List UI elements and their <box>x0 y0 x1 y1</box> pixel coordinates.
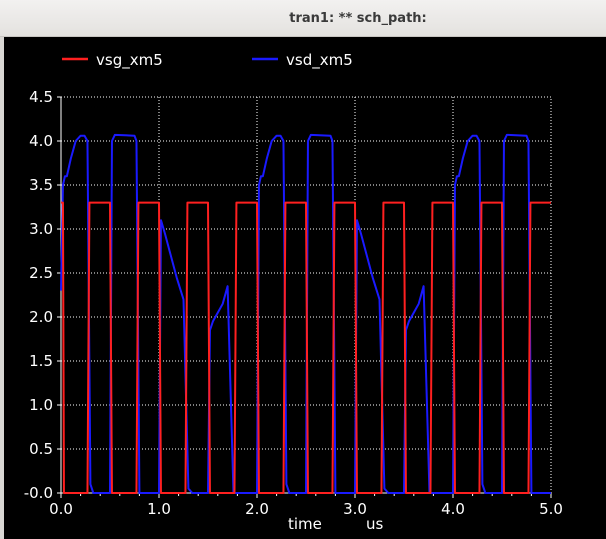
grid-lines <box>57 96 552 498</box>
y-tick-label: 3.5 <box>29 176 53 194</box>
legend-label-vsd_xm5[interactable]: vsd_xm5 <box>286 51 353 70</box>
y-tick-label: 4.5 <box>29 88 53 106</box>
series-line-vsg_xm5[interactable] <box>61 201 551 494</box>
y-tick-label: 0.5 <box>29 440 53 458</box>
x-tick-label: 4.0 <box>441 500 465 518</box>
legend-label-vsg_xm5[interactable]: vsg_xm5 <box>96 51 163 70</box>
x-tick-label: 1.0 <box>147 500 171 518</box>
y-tick-labels: -0.0 0.5 1.0 1.5 2.0 2.5 3.0 3.5 4.0 4.5 <box>24 88 53 502</box>
series-layer <box>60 133 551 494</box>
x-tick-label: 0.0 <box>49 500 73 518</box>
y-tick-label: 4.0 <box>29 132 53 150</box>
window-title: tran1: ** sch_path: <box>289 10 427 26</box>
y-tick-label: 2.0 <box>29 308 53 326</box>
x-tick-labels: 0.0 1.0 2.0 3.0 4.0 5.0 <box>49 500 563 518</box>
legend: vsg_xm5 vsd_xm5 <box>62 51 353 70</box>
y-tick-label: -0.0 <box>24 484 53 502</box>
x-axis-label: time <box>288 515 322 533</box>
x-tick-label: 5.0 <box>539 500 563 518</box>
y-tick-label: 1.0 <box>29 396 53 414</box>
waveform-chart[interactable]: -0.0 0.5 1.0 1.5 2.0 2.5 3.0 3.5 4.0 4.5 0.0 1.0 2.… <box>0 37 606 539</box>
plot-area-background[interactable] <box>0 37 606 539</box>
x-tick-label: 2.0 <box>245 500 269 518</box>
window-titlebar[interactable]: tran1: ** sch_path: <box>0 0 606 37</box>
y-tick-label: 3.0 <box>29 220 53 238</box>
x-axis-unit: us <box>366 515 384 533</box>
y-tick-label: 2.5 <box>29 264 53 282</box>
y-tick-label: 1.5 <box>29 352 53 370</box>
x-tick-label: 3.0 <box>343 500 367 518</box>
